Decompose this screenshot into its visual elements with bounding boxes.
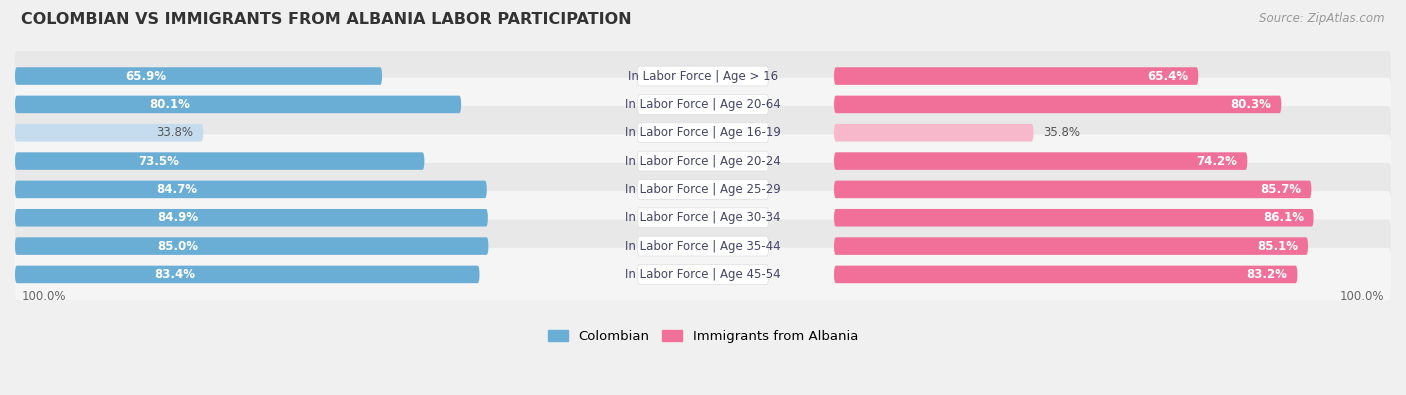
FancyBboxPatch shape	[15, 106, 1391, 159]
FancyBboxPatch shape	[15, 163, 1391, 216]
Text: 65.4%: 65.4%	[1147, 70, 1188, 83]
Text: Source: ZipAtlas.com: Source: ZipAtlas.com	[1260, 12, 1385, 25]
FancyBboxPatch shape	[834, 266, 1298, 283]
Text: 84.9%: 84.9%	[157, 211, 198, 224]
FancyBboxPatch shape	[15, 78, 1391, 131]
Text: 74.2%: 74.2%	[1197, 154, 1237, 167]
FancyBboxPatch shape	[834, 152, 1247, 170]
Text: 85.7%: 85.7%	[1261, 183, 1302, 196]
FancyBboxPatch shape	[637, 179, 769, 199]
Text: 73.5%: 73.5%	[138, 154, 179, 167]
FancyBboxPatch shape	[834, 67, 1198, 85]
Text: In Labor Force | Age 25-29: In Labor Force | Age 25-29	[626, 183, 780, 196]
Text: 85.1%: 85.1%	[1257, 240, 1298, 252]
Text: 86.1%: 86.1%	[1263, 211, 1303, 224]
FancyBboxPatch shape	[15, 181, 486, 198]
Text: 80.1%: 80.1%	[149, 98, 190, 111]
Text: 100.0%: 100.0%	[1340, 290, 1385, 303]
FancyBboxPatch shape	[15, 152, 425, 170]
Text: In Labor Force | Age 20-64: In Labor Force | Age 20-64	[626, 98, 780, 111]
FancyBboxPatch shape	[637, 151, 769, 171]
FancyBboxPatch shape	[834, 209, 1313, 227]
FancyBboxPatch shape	[637, 123, 769, 143]
FancyBboxPatch shape	[15, 209, 488, 227]
Text: In Labor Force | Age 35-44: In Labor Force | Age 35-44	[626, 240, 780, 252]
FancyBboxPatch shape	[834, 181, 1312, 198]
FancyBboxPatch shape	[834, 237, 1308, 255]
Text: In Labor Force | Age 16-19: In Labor Force | Age 16-19	[626, 126, 780, 139]
Text: 80.3%: 80.3%	[1230, 98, 1271, 111]
FancyBboxPatch shape	[15, 237, 488, 255]
Text: 35.8%: 35.8%	[1043, 126, 1080, 139]
Text: In Labor Force | Age 30-34: In Labor Force | Age 30-34	[626, 211, 780, 224]
FancyBboxPatch shape	[637, 208, 769, 228]
FancyBboxPatch shape	[637, 94, 769, 114]
FancyBboxPatch shape	[15, 134, 1391, 188]
Text: 100.0%: 100.0%	[21, 290, 66, 303]
FancyBboxPatch shape	[15, 248, 1391, 301]
Text: 65.9%: 65.9%	[125, 70, 166, 83]
FancyBboxPatch shape	[834, 96, 1281, 113]
FancyBboxPatch shape	[15, 96, 461, 113]
Text: 33.8%: 33.8%	[156, 126, 194, 139]
Text: COLOMBIAN VS IMMIGRANTS FROM ALBANIA LABOR PARTICIPATION: COLOMBIAN VS IMMIGRANTS FROM ALBANIA LAB…	[21, 12, 631, 27]
FancyBboxPatch shape	[637, 66, 769, 86]
FancyBboxPatch shape	[15, 49, 1391, 103]
FancyBboxPatch shape	[637, 236, 769, 256]
FancyBboxPatch shape	[834, 124, 1033, 141]
Text: In Labor Force | Age 20-24: In Labor Force | Age 20-24	[626, 154, 780, 167]
Legend: Colombian, Immigrants from Albania: Colombian, Immigrants from Albania	[543, 324, 863, 348]
Text: 83.4%: 83.4%	[155, 268, 195, 281]
FancyBboxPatch shape	[15, 67, 382, 85]
FancyBboxPatch shape	[15, 266, 479, 283]
FancyBboxPatch shape	[15, 124, 204, 141]
FancyBboxPatch shape	[15, 220, 1391, 273]
Text: In Labor Force | Age 45-54: In Labor Force | Age 45-54	[626, 268, 780, 281]
FancyBboxPatch shape	[637, 265, 769, 284]
Text: 83.2%: 83.2%	[1247, 268, 1288, 281]
Text: 84.7%: 84.7%	[156, 183, 197, 196]
Text: In Labor Force | Age > 16: In Labor Force | Age > 16	[628, 70, 778, 83]
FancyBboxPatch shape	[15, 191, 1391, 245]
Text: 85.0%: 85.0%	[157, 240, 198, 252]
